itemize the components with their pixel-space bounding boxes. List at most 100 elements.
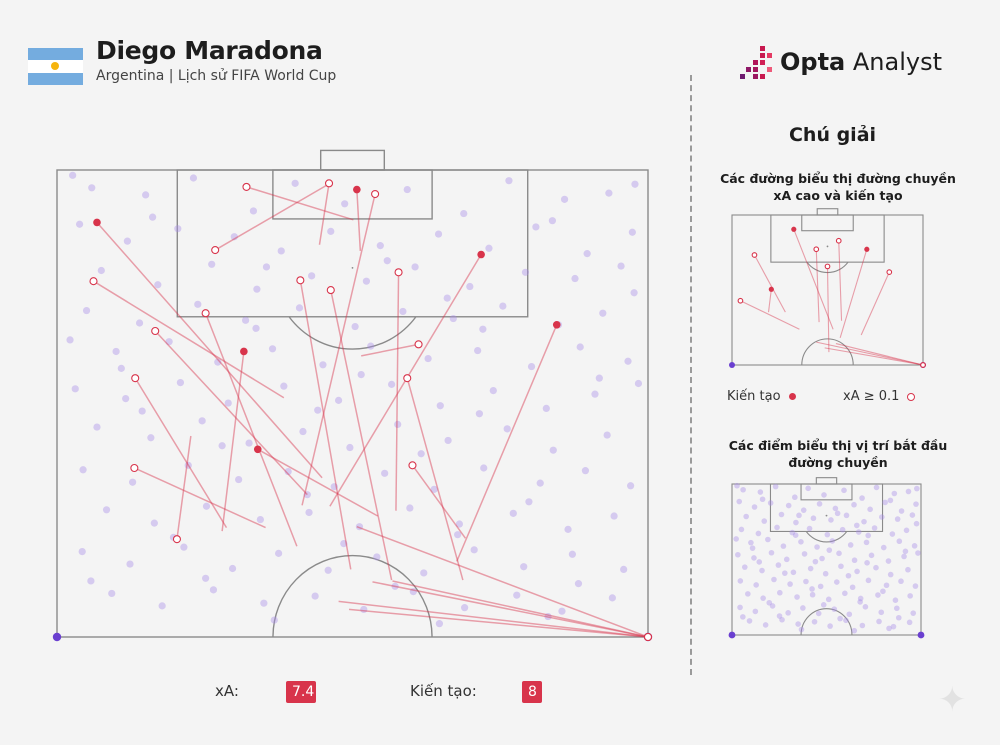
- xa-start-point: [920, 362, 926, 368]
- pass-start-point: [760, 595, 766, 601]
- pass-line: [838, 240, 843, 321]
- pass-start-point: [851, 557, 858, 564]
- pass-start-point: [436, 402, 444, 410]
- pass-start-point: [865, 532, 871, 539]
- pass-start-point: [275, 549, 283, 557]
- legend-dots-pitch: [728, 477, 925, 639]
- pass-start-point: [898, 508, 905, 514]
- center-circle-arc: [801, 338, 854, 366]
- pass-start-point: [892, 597, 899, 603]
- pass-start-point: [154, 281, 162, 289]
- pass-start-point: [235, 475, 243, 484]
- pass-start-point: [147, 434, 155, 442]
- pass-start-point: [911, 543, 918, 549]
- pass-start-point: [351, 322, 359, 331]
- pass-start-point: [373, 553, 381, 561]
- pass-start-point: [890, 623, 897, 630]
- pass-start-point: [859, 622, 866, 629]
- pass-start-point: [549, 446, 557, 454]
- pass-start-point: [381, 469, 389, 477]
- pass-start-point: [867, 506, 873, 513]
- xa-start-point: [172, 535, 181, 544]
- penalty-spot: [826, 245, 829, 248]
- corner-point: [917, 631, 925, 639]
- pass-start-point: [825, 596, 832, 603]
- pass-start-point: [761, 518, 768, 524]
- sun-of-may-icon: [51, 62, 59, 71]
- pass-line: [753, 254, 786, 313]
- pass-start-point: [865, 577, 872, 584]
- pass-start-point: [751, 504, 758, 510]
- pass-start-point: [838, 563, 844, 570]
- pass-line: [824, 347, 924, 366]
- pass-start-point: [341, 200, 349, 208]
- xa-start-point: [414, 340, 423, 349]
- pass-start-point: [736, 498, 743, 505]
- pass-start-point: [914, 485, 920, 492]
- opta-logo-icon: [740, 46, 772, 79]
- pass-start-point: [165, 338, 173, 346]
- pass-start-point: [756, 559, 763, 565]
- pass-start-point: [822, 570, 829, 577]
- pass-start-point: [880, 588, 886, 595]
- pass-start-point: [608, 594, 616, 602]
- pass-start-point: [308, 272, 316, 280]
- xa-start-point: [201, 309, 210, 318]
- goal: [815, 477, 838, 485]
- pass-start-point: [879, 514, 885, 520]
- xa-start-point: [813, 246, 820, 253]
- pass-start-point: [862, 604, 869, 610]
- pass-start-point: [311, 592, 319, 600]
- pass-line: [372, 581, 649, 638]
- pass-start-point: [757, 489, 764, 495]
- pass-start-point: [480, 464, 488, 472]
- pass-start-point: [142, 191, 150, 199]
- pass-line: [246, 186, 354, 221]
- pass-start-point: [394, 420, 402, 429]
- legend-lines-caption: Các đường biểu thị đường chuyền xA cao v…: [720, 171, 956, 203]
- pass-start-point: [905, 488, 912, 495]
- pass-start-point: [898, 578, 904, 585]
- pass-start-point: [737, 578, 744, 584]
- xa-start-point: [130, 463, 139, 473]
- pass-start-point: [630, 289, 638, 297]
- assist-start-point: [93, 218, 101, 227]
- pass-start-point: [779, 616, 785, 623]
- pass-start-point: [851, 501, 857, 508]
- corner-point: [728, 631, 736, 639]
- pass-start-point: [845, 572, 852, 579]
- goal: [319, 149, 386, 171]
- pass-start-point: [785, 502, 792, 509]
- pass-start-point: [755, 530, 762, 537]
- pass-line: [839, 249, 868, 339]
- pass-line: [356, 189, 362, 251]
- pass-start-point: [509, 509, 517, 517]
- pass-start-point: [299, 427, 307, 436]
- pass-start-point: [75, 220, 84, 228]
- pass-start-point: [886, 625, 892, 632]
- pass-start-point: [417, 450, 425, 458]
- pass-start-point: [849, 584, 856, 591]
- pass-start-point: [295, 304, 304, 312]
- pass-start-point: [620, 565, 628, 573]
- pass-start-point: [262, 263, 271, 271]
- pass-start-point: [815, 610, 822, 617]
- pass-start-point: [475, 410, 483, 418]
- xa-start-point: [242, 182, 251, 191]
- pass-start-point: [513, 591, 521, 599]
- pass-start-point: [895, 614, 902, 621]
- assists-stat-label: Kiến tạo:: [410, 682, 477, 700]
- pass-start-point: [202, 502, 211, 510]
- pass-start-point: [583, 250, 591, 258]
- pass-start-point: [795, 621, 801, 627]
- pass-line: [338, 600, 649, 638]
- pass-start-point: [824, 531, 831, 538]
- pass-start-point: [861, 518, 867, 525]
- pass-start-point: [759, 496, 766, 503]
- pass-start-point: [634, 379, 643, 388]
- pass-start-point: [79, 466, 87, 474]
- pass-start-point: [843, 617, 849, 624]
- pass-start-point: [466, 282, 474, 291]
- pass-start-point: [878, 609, 885, 616]
- legend-xa-label: xA ≥ 0.1: [843, 389, 900, 404]
